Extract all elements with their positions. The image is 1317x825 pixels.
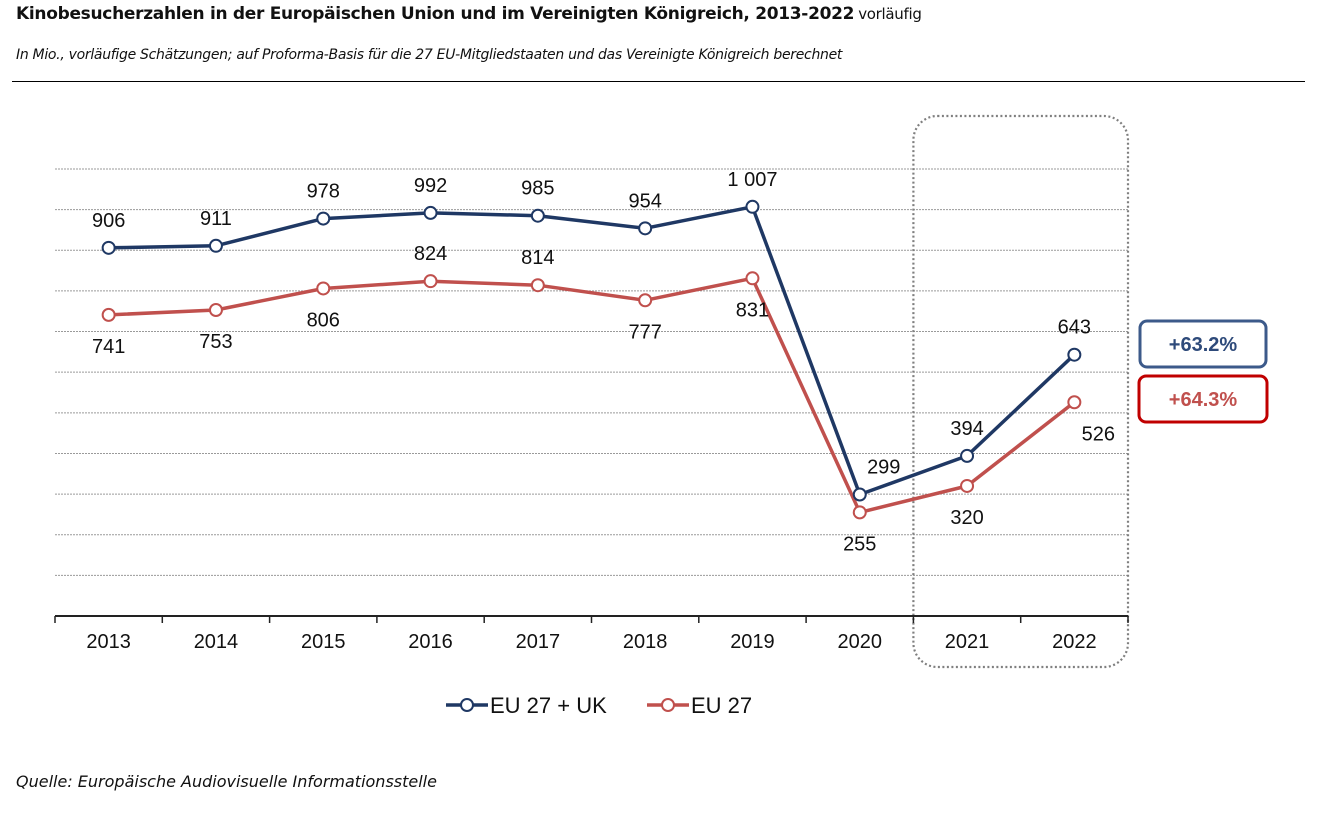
x-tick-label: 2016 <box>408 631 453 653</box>
data-point <box>530 278 545 293</box>
data-label: 320 <box>950 507 983 529</box>
data-labels: 906 911 978 992 985 954 1 007 299 394 643 741 753 80… <box>92 169 1115 556</box>
data-label: 985 <box>521 178 554 200</box>
data-label: 978 <box>307 181 340 203</box>
x-tick-label: 2017 <box>516 631 561 653</box>
source-note: Quelle: Europäische Audiovisuelle Inform… <box>16 772 437 791</box>
header-divider <box>12 81 1305 82</box>
change-badge-text: +63.2% <box>1169 334 1238 356</box>
highlight-box <box>912 114 1130 669</box>
data-point <box>1067 395 1082 410</box>
series-line-eu27-uk <box>108 205 1076 497</box>
legend-marker <box>460 698 474 712</box>
data-label: 1 007 <box>727 169 777 191</box>
data-point <box>1067 347 1082 362</box>
data-label: 992 <box>414 175 447 197</box>
data-point <box>638 293 653 308</box>
data-label: 906 <box>92 210 125 232</box>
x-axis: 2013 2014 2015 2016 2017 2018 2019 2020 2021 2022 <box>54 615 1129 653</box>
data-point <box>745 199 760 214</box>
change-badge-box <box>1137 374 1269 424</box>
line-chart: 2013 2014 2015 2016 2017 2018 2019 2020 2021 2022… <box>54 114 1269 718</box>
chart-title-text: Kinobesucherzahlen in der Europäischen U… <box>16 4 855 24</box>
data-label: 831 <box>736 299 769 321</box>
data-label: 806 <box>307 309 340 331</box>
data-label: 777 <box>628 321 661 343</box>
data-point <box>852 505 867 520</box>
data-point <box>530 208 545 223</box>
data-point <box>960 448 975 463</box>
data-label: 643 <box>1058 317 1091 339</box>
x-tick-label: 2015 <box>301 631 346 653</box>
change-badge-box <box>1138 319 1268 369</box>
highlight-box-group <box>912 114 1130 669</box>
data-label: 394 <box>950 418 983 440</box>
chart-title: Kinobesucherzahlen in der Europäischen U… <box>16 4 922 24</box>
data-label: 911 <box>200 208 232 230</box>
legend: EU 27 + UK EU 27 <box>446 693 752 718</box>
data-label: 814 <box>521 247 554 269</box>
x-tick-label: 2014 <box>194 631 239 653</box>
data-point <box>316 211 331 226</box>
legend-label: EU 27 <box>691 693 752 718</box>
chart-title-suffix: vorläufig <box>858 5 922 23</box>
data-point <box>101 240 116 255</box>
chart-subtitle: In Mio., vorläufige Schätzungen; auf Pro… <box>16 47 843 63</box>
data-point <box>423 274 438 289</box>
data-point <box>745 271 760 286</box>
x-tick-label: 2020 <box>838 631 883 653</box>
data-label: 299 <box>867 456 900 478</box>
data-label: 526 <box>1082 423 1115 445</box>
x-tick-label: 2013 <box>86 631 131 653</box>
x-tick-label: 2019 <box>730 631 775 653</box>
series-lines <box>108 205 1076 515</box>
data-label: 741 <box>92 336 125 358</box>
data-label: 954 <box>628 190 661 212</box>
x-tick-label: 2021 <box>945 631 990 653</box>
data-point <box>101 307 116 322</box>
change-badge-text: +64.3% <box>1169 389 1238 411</box>
change-annotations: +63.2% +64.3% <box>1137 319 1269 424</box>
data-point <box>960 478 975 493</box>
data-point <box>316 281 331 296</box>
series-line-eu27 <box>108 276 1076 515</box>
data-label: 753 <box>199 331 232 353</box>
legend-marker <box>661 698 675 712</box>
data-label: 255 <box>843 533 876 555</box>
data-point <box>208 238 223 253</box>
data-point <box>638 221 653 236</box>
series-points <box>101 199 1082 520</box>
x-tick-label: 2018 <box>623 631 668 653</box>
data-point <box>852 487 867 502</box>
legend-label: EU 27 + UK <box>490 693 607 718</box>
data-point <box>423 205 438 220</box>
gridlines <box>55 168 1128 576</box>
data-point <box>208 303 223 318</box>
x-tick-label: 2022 <box>1052 631 1097 653</box>
data-label: 824 <box>414 243 447 265</box>
